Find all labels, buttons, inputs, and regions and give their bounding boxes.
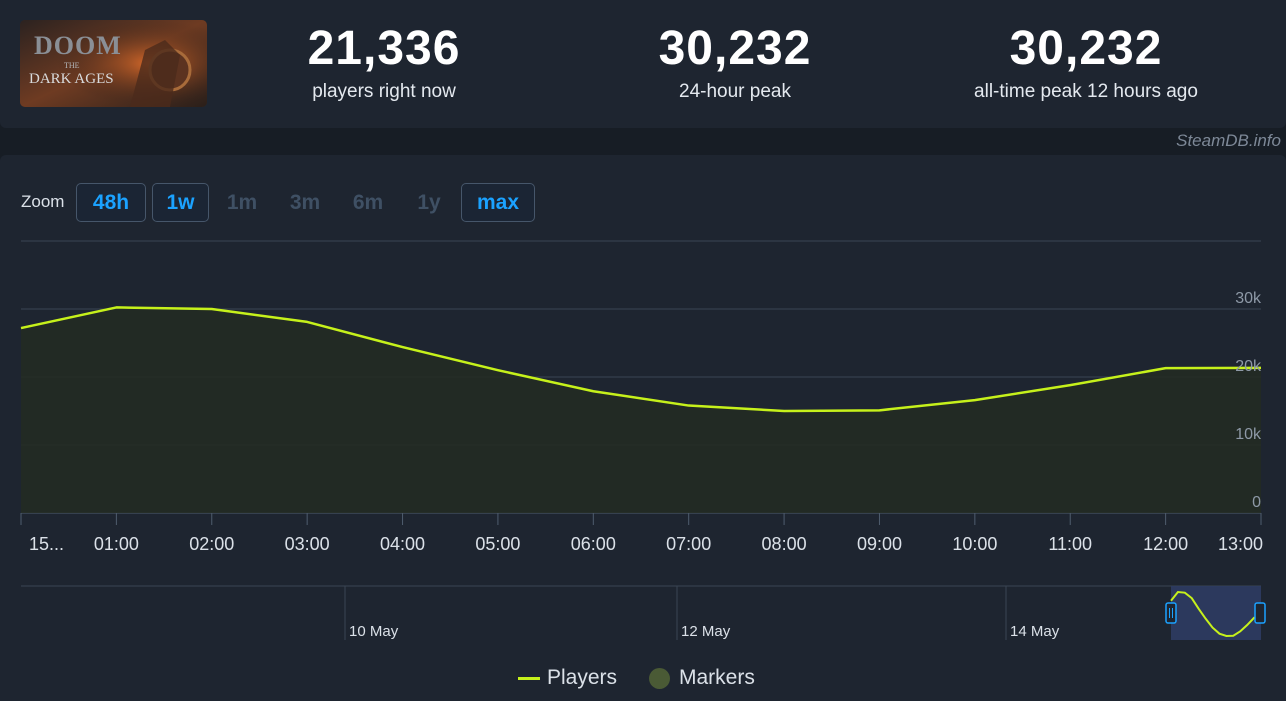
navigator-right-handle[interactable] <box>1254 602 1266 624</box>
circle-swatch-icon <box>649 667 670 689</box>
y-tick-label: 10k <box>1235 426 1262 443</box>
x-tick-label: 08:00 <box>762 534 807 554</box>
x-tick-label: 11:00 <box>1048 534 1092 554</box>
all-time-peak-value: 30,232 <box>1009 22 1163 75</box>
y-tick-label: 30k <box>1235 290 1262 307</box>
zoom-3m-button[interactable]: 3m <box>278 183 332 222</box>
stat-all-time-peak: 30,232 all-time peak 12 hours ago <box>946 20 1226 103</box>
x-tick-label: 13:00 <box>1218 534 1263 554</box>
x-tick-label: 02:00 <box>189 534 234 554</box>
current-players-value: 21,336 <box>307 22 461 75</box>
peak-24h-label: 24-hour peak <box>679 81 791 102</box>
x-tick-label: 09:00 <box>857 534 902 554</box>
x-tick-label: 03:00 <box>285 534 330 554</box>
current-players-label: players right now <box>312 81 456 102</box>
stats-header: DOOM THE DARK AGES 21,336 players right … <box>0 0 1286 128</box>
navigator-date-label: 14 May <box>1010 623 1060 640</box>
line-swatch-icon <box>518 676 540 680</box>
legend-item-players[interactable]: Players <box>518 666 617 690</box>
navigator-date-label: 10 May <box>349 623 399 640</box>
all-time-peak-label: all-time peak 12 hours ago <box>974 81 1198 102</box>
zoom-1w-button[interactable]: 1w <box>152 183 209 222</box>
x-tick-label: 04:00 <box>380 534 425 554</box>
zoom-48h-button[interactable]: 48h <box>76 183 146 222</box>
stat-24h-peak: 30,232 24-hour peak <box>635 20 835 103</box>
legend-label-players: Players <box>547 666 618 689</box>
series-area-players <box>21 307 1261 513</box>
navigator-series-line <box>1170 590 1262 638</box>
game-cover-art: DOOM THE DARK AGES <box>20 20 207 107</box>
x-tick-label: 12:00 <box>1143 534 1188 554</box>
x-tick-label: 15... <box>29 534 64 554</box>
stat-current-players: 21,336 players right now <box>284 20 484 103</box>
x-tick-label: 07:00 <box>666 534 711 554</box>
logo-title-the: THE <box>64 61 80 70</box>
game-logo[interactable]: DOOM THE DARK AGES <box>20 20 207 107</box>
logo-title-doom: DOOM <box>34 31 122 60</box>
zoom-max-button[interactable]: max <box>461 183 535 222</box>
y-tick-label: 0 <box>1252 494 1261 511</box>
logo-title-dark-ages: DARK AGES <box>29 71 114 87</box>
peak-24h-value: 30,232 <box>658 22 812 75</box>
zoom-1m-button[interactable]: 1m <box>215 183 269 222</box>
zoom-label: Zoom <box>21 192 65 211</box>
legend-item-markers[interactable]: Markers <box>649 666 755 690</box>
x-tick-label: 01:00 <box>94 534 139 554</box>
y-tick-label: 20k <box>1235 358 1262 375</box>
x-tick-label: 06:00 <box>571 534 616 554</box>
navigator-date-label: 12 May <box>681 623 731 640</box>
zoom-1y-button[interactable]: 1y <box>404 183 454 222</box>
navigator-left-handle[interactable] <box>1165 602 1177 624</box>
watermark: SteamDB.info <box>1176 131 1281 150</box>
legend-label-markers: Markers <box>679 666 755 689</box>
x-tick-label: 05:00 <box>475 534 520 554</box>
series-line-players[interactable] <box>20 306 1262 413</box>
zoom-6m-button[interactable]: 6m <box>341 183 395 222</box>
x-tick-label: 10:00 <box>952 534 997 554</box>
